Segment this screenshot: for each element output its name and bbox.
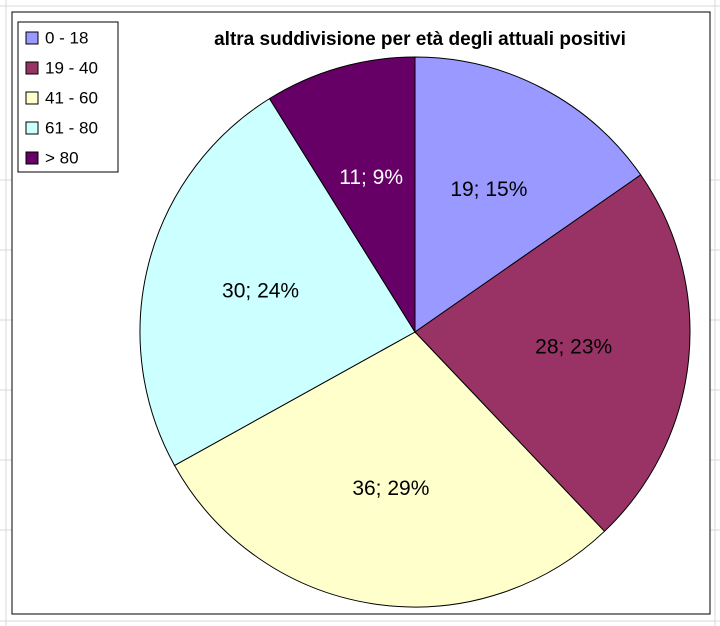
chart-title: altra suddivisione per età degli attuali… <box>214 29 626 50</box>
data-label: 11; 9% <box>339 166 403 189</box>
pie-slice <box>414 174 691 533</box>
legend-swatch <box>25 151 39 165</box>
legend-swatch <box>25 121 39 135</box>
legend-swatch <box>25 61 39 75</box>
pie: 19; 15% 28; 23% 36; 29% 30; 24% 11; 9% <box>139 56 691 608</box>
legend-label: 0 - 18 <box>45 28 88 47</box>
pie-slice <box>414 56 642 333</box>
data-label: 19; 15% <box>450 178 527 201</box>
legend-swatch <box>25 91 39 105</box>
legend-label: > 80 <box>45 148 79 167</box>
legend-swatch <box>25 31 39 45</box>
data-label: 36; 29% <box>352 477 429 500</box>
legend-label: 19 - 40 <box>45 58 98 77</box>
pie-slice <box>139 97 416 467</box>
legend-entries: 0 - 18 19 - 40 41 - 60 61 - 80 > 80 <box>25 28 98 167</box>
pie-slice <box>268 56 416 334</box>
legend-label: 41 - 60 <box>45 88 98 107</box>
data-label: 28; 23% <box>535 336 612 359</box>
legend-label: 61 - 80 <box>45 118 98 137</box>
pie-slice <box>173 331 606 608</box>
data-label: 30; 24% <box>222 280 299 303</box>
